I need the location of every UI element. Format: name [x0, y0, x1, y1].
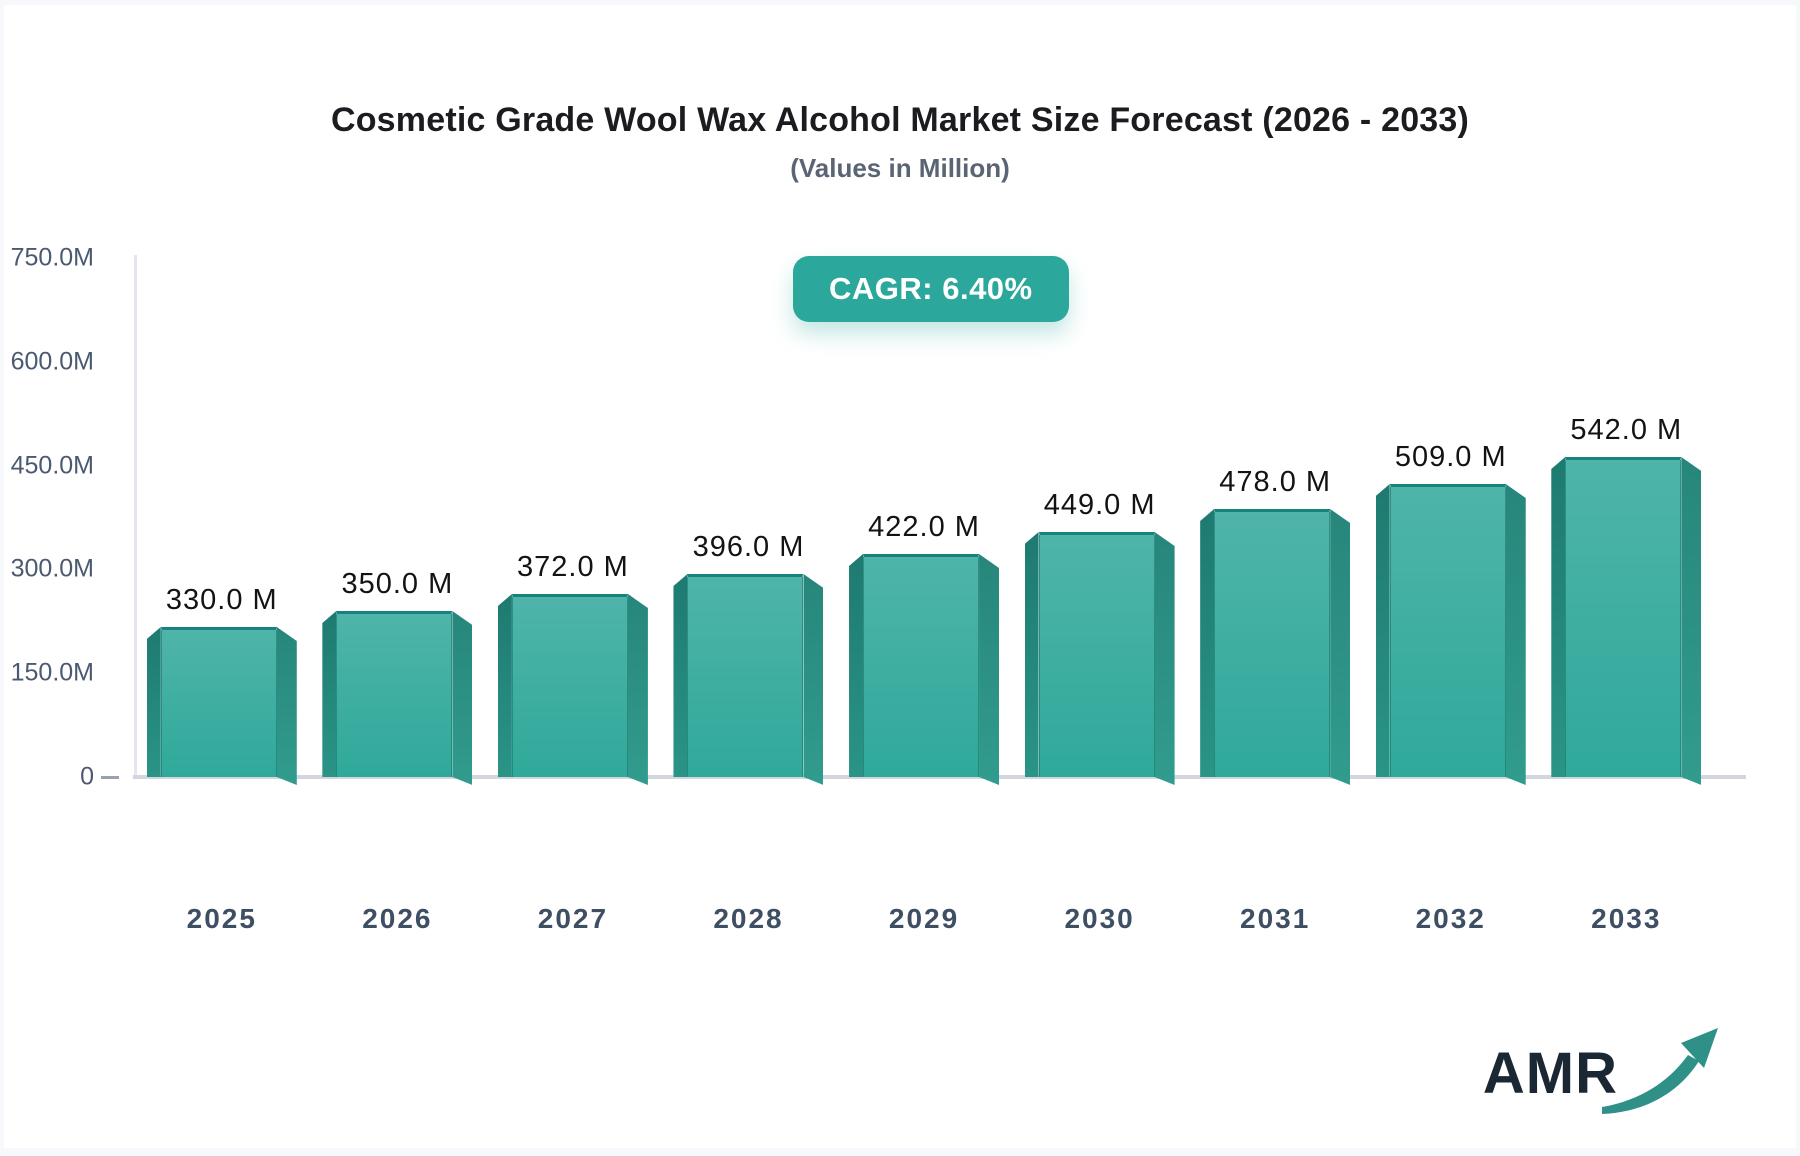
- bar-value-label-2025: 330.0 M: [165, 584, 278, 616]
- bar-slot-2031: 478.0 M: [1187, 258, 1363, 777]
- bar-value-label-2031: 478.0 M: [1219, 466, 1332, 498]
- bar-value-label-2030: 449.0 M: [1043, 489, 1156, 521]
- bar-value-label-2026: 350.0 M: [341, 568, 454, 600]
- bar-front-face: [863, 554, 980, 777]
- y-axis-line: [134, 255, 137, 778]
- x-label-2026: 2026: [362, 903, 433, 934]
- y-tick-label-150: 150.0M: [10, 658, 94, 687]
- bar-left-side-face: [673, 574, 688, 777]
- bar-slot-2026: 350.0 M: [310, 258, 486, 777]
- bar-front-face: [1214, 509, 1331, 777]
- x-label-2025: 2025: [186, 903, 257, 934]
- bar-right-side-face: [452, 611, 472, 785]
- bar-right-side-face: [1330, 509, 1350, 785]
- cagr-badge-label: CAGR: 6.40%: [829, 271, 1033, 306]
- chart-card: Cosmetic Grade Wool Wax Alcohol Market S…: [4, 5, 1796, 1148]
- zero-tick-mark: [101, 776, 119, 779]
- bar-right-side-face: [979, 554, 999, 785]
- bar-left-side-face: [497, 594, 512, 777]
- bar-front-face: [336, 611, 453, 777]
- y-tick-label-0: 0: [80, 762, 94, 791]
- bar-slot-2030: 449.0 M: [1012, 258, 1188, 777]
- bar-left-side-face: [1024, 532, 1039, 777]
- bar-slot-2025: 330.0 M: [134, 258, 310, 777]
- bar-left-side-face: [322, 611, 337, 777]
- y-tick-label-300: 300.0M: [10, 554, 94, 583]
- chart-title: Cosmetic Grade Wool Wax Alcohol Market S…: [330, 101, 1470, 139]
- bar-right-side-face: [628, 594, 648, 785]
- bar-2032[interactable]: 509.0 M: [1375, 441, 1526, 777]
- bar-front-face: [511, 594, 628, 777]
- y-tick-label-450: 450.0M: [10, 451, 94, 480]
- bar-2029[interactable]: 422.0 M: [849, 511, 999, 777]
- bar-left-side-face: [146, 627, 161, 777]
- bar-front-face: [687, 574, 804, 777]
- bar-front-face: [1038, 532, 1155, 777]
- bar-value-label-2029: 422.0 M: [868, 511, 980, 543]
- bar-left-side-face: [1200, 509, 1215, 777]
- bar-2033[interactable]: 542.0 M: [1551, 414, 1701, 777]
- bar-right-side-face: [1681, 457, 1701, 785]
- amr-logo-text: AMR: [1482, 1040, 1618, 1106]
- x-label-2028: 2028: [713, 903, 784, 934]
- cagr-badge: CAGR: 6.40%: [793, 256, 1069, 322]
- bar-left-side-face: [1375, 484, 1390, 777]
- bar-2031[interactable]: 478.0 M: [1200, 466, 1350, 777]
- bar-2030[interactable]: 449.0 M: [1024, 489, 1175, 777]
- x-label-2030: 2030: [1064, 903, 1135, 934]
- y-axis: 750.0M 600.0M 450.0M 300.0M 150.0M 0: [4, 244, 116, 791]
- bar-left-side-face: [849, 554, 864, 777]
- bar-slot-2028: 396.0 M: [661, 258, 837, 777]
- x-label-2031: 2031: [1240, 903, 1311, 934]
- bar-value-label-2033: 542.0 M: [1570, 414, 1683, 446]
- y-tick-label-600: 600.0M: [10, 347, 94, 376]
- bar-value-label-2028: 396.0 M: [692, 531, 805, 563]
- x-axis-labels: 2025 2026 2027 2028 2029 2030 2031 2032 2033: [134, 903, 1714, 935]
- growth-arrow-icon: [1602, 1028, 1718, 1114]
- bar-front-face: [1389, 484, 1506, 777]
- bar-front-face: [160, 627, 277, 777]
- amr-logo[interactable]: AMR: [1483, 1028, 1720, 1118]
- bar-slot-2027: 372.0 M: [485, 258, 661, 777]
- x-label-2027: 2027: [537, 903, 609, 934]
- x-label-2032: 2032: [1415, 903, 1486, 934]
- bar-2027[interactable]: 372.0 M: [497, 551, 648, 777]
- bar-2028[interactable]: 396.0 M: [673, 531, 823, 777]
- bar-right-side-face: [1155, 532, 1175, 785]
- bar-value-label-2027: 372.0 M: [517, 551, 629, 583]
- bar-slot-2029: 422.0 M: [836, 258, 1012, 777]
- x-label-2033: 2033: [1591, 903, 1662, 934]
- x-axis-baseline: [133, 775, 1746, 779]
- bar-right-side-face: [1506, 484, 1526, 785]
- x-label-2029: 2029: [888, 903, 960, 934]
- bar-right-side-face: [277, 627, 297, 785]
- bar-left-side-face: [1551, 457, 1566, 777]
- bar-plot-area: 330.0 M 350.0 M 372.0 M 396.0 M 422.0 M 449.0…: [134, 258, 1714, 777]
- y-tick-label-750: 750.0M: [10, 243, 94, 272]
- bar-right-side-face: [803, 574, 823, 785]
- chart-subtitle: (Values in Million): [790, 153, 1010, 183]
- bar-slot-2033: 542.0 M: [1539, 258, 1715, 777]
- bar-2025[interactable]: 330.0 M: [146, 584, 297, 777]
- bar-value-label-2032: 509.0 M: [1394, 441, 1507, 473]
- bar-2026[interactable]: 350.0 M: [322, 568, 472, 777]
- bar-front-face: [1565, 457, 1682, 777]
- bar-slot-2032: 509.0 M: [1363, 258, 1539, 777]
